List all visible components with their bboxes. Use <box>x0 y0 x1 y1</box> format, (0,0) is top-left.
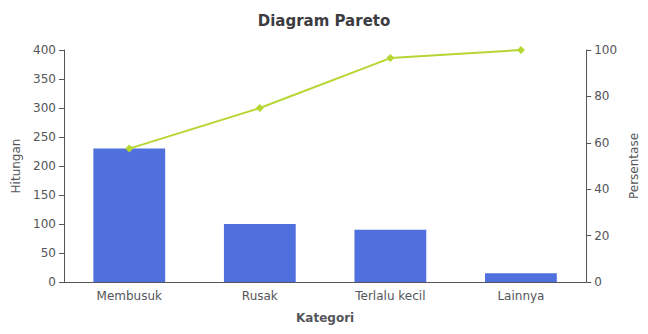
svg-text:Persentase: Persentase <box>627 133 641 199</box>
svg-text:200: 200 <box>33 159 56 173</box>
svg-text:Rusak: Rusak <box>242 289 278 303</box>
svg-text:Terlalu kecil: Terlalu kecil <box>354 289 425 303</box>
svg-text:100: 100 <box>33 217 56 231</box>
svg-text:Membusuk: Membusuk <box>97 289 163 303</box>
svg-text:100: 100 <box>594 43 617 57</box>
svg-text:250: 250 <box>33 130 56 144</box>
svg-text:0: 0 <box>594 275 602 289</box>
svg-text:300: 300 <box>33 101 56 115</box>
svg-text:150: 150 <box>33 188 56 202</box>
svg-text:80: 80 <box>594 89 609 103</box>
svg-text:20: 20 <box>594 229 609 243</box>
svg-text:Diagram Pareto: Diagram Pareto <box>258 12 391 30</box>
svg-text:50: 50 <box>41 246 56 260</box>
svg-text:40: 40 <box>594 182 609 196</box>
svg-text:Kategori: Kategori <box>296 311 354 325</box>
svg-text:Lainnya: Lainnya <box>497 289 544 303</box>
svg-text:0: 0 <box>48 275 56 289</box>
svg-text:Hitungan: Hitungan <box>9 139 23 194</box>
svg-text:60: 60 <box>594 136 609 150</box>
svg-text:350: 350 <box>33 72 56 86</box>
svg-text:400: 400 <box>33 43 56 57</box>
